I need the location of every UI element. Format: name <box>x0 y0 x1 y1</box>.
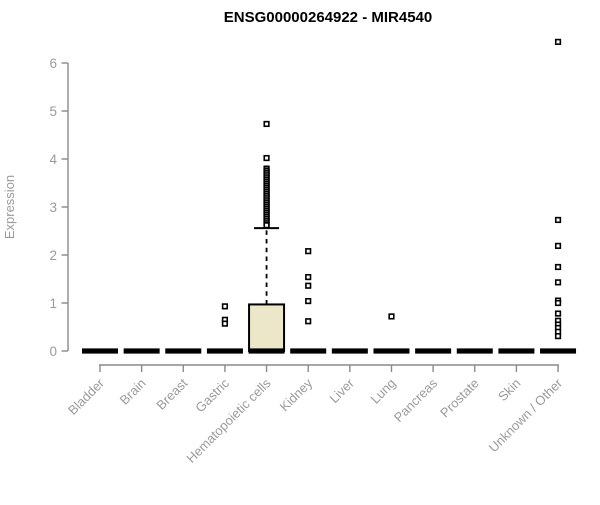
outlier-point-unknown-other <box>554 279 562 286</box>
outlier-point-kidney <box>305 273 312 281</box>
y-axis-label: Expression <box>2 175 17 239</box>
outlier-point-gastric <box>221 320 229 327</box>
x-tick-label-gastric: Gastric <box>192 375 232 415</box>
x-tick-label-kidney: Kidney <box>277 375 316 414</box>
y-tick-label: 6 <box>49 56 57 71</box>
outlier-point-gastric <box>221 303 229 310</box>
y-tick-label: 2 <box>49 248 57 263</box>
y-tick-label: 0 <box>49 344 57 359</box>
outlier-point-kidney <box>305 248 312 255</box>
x-tick-label-bladder: Bladder <box>65 375 108 418</box>
x-tick-label-breast: Breast <box>153 375 190 412</box>
outlier-point-unknown-other <box>554 299 562 307</box>
median-bar-unknown-other <box>540 348 577 354</box>
chart-title: ENSG00000264922 - MIR4540 <box>224 9 432 26</box>
outlier-point-lung <box>388 313 395 320</box>
outlier-point-kidney <box>305 318 312 325</box>
median-bar-kidney <box>290 348 327 354</box>
outlier-point-kidney <box>305 297 312 305</box>
y-tick-label: 5 <box>49 104 57 119</box>
outlier-point-unknown-other <box>554 38 562 45</box>
y-tick-label: 3 <box>49 200 57 215</box>
y-tick-label: 1 <box>49 296 57 311</box>
median-bar-hematopoietic-cells <box>248 348 285 354</box>
x-tick-label-pancreas: Pancreas <box>391 375 441 425</box>
x-tick-label-unknown-other: Unknown / Other <box>486 375 566 455</box>
y-tick-label: 4 <box>49 152 57 167</box>
x-tick-label-brain: Brain <box>117 376 149 408</box>
median-bar-pancreas <box>415 348 452 354</box>
median-bar-breast <box>165 348 202 354</box>
median-bar-gastric <box>206 348 243 354</box>
outlier-point-hematopoietic-cells <box>263 120 270 128</box>
median-bar-lung <box>373 348 410 354</box>
median-bar-prostate <box>456 348 493 354</box>
median-bar-liver <box>331 348 368 354</box>
x-tick-label-lung: Lung <box>368 376 399 407</box>
x-tick-label-liver: Liver <box>326 375 357 406</box>
median-bar-bladder <box>82 348 118 354</box>
outlier-point-unknown-other <box>554 310 562 317</box>
median-bar-brain <box>123 348 160 354</box>
outlier-point-hematopoietic-cells <box>263 154 270 162</box>
x-tick-label-prostate: Prostate <box>437 376 482 421</box>
outlier-point-unknown-other <box>554 333 562 340</box>
outlier-point-hematopoietic-cells <box>263 222 270 229</box>
median-bar-skin <box>498 348 535 354</box>
outlier-point-unknown-other <box>554 216 562 224</box>
outlier-point-unknown-other <box>554 263 562 271</box>
outlier-point-kidney <box>305 282 312 289</box>
outlier-point-unknown-other <box>554 242 562 249</box>
box-hematopoietic-cells <box>248 303 286 353</box>
x-tick-label-skin: Skin <box>495 376 523 404</box>
